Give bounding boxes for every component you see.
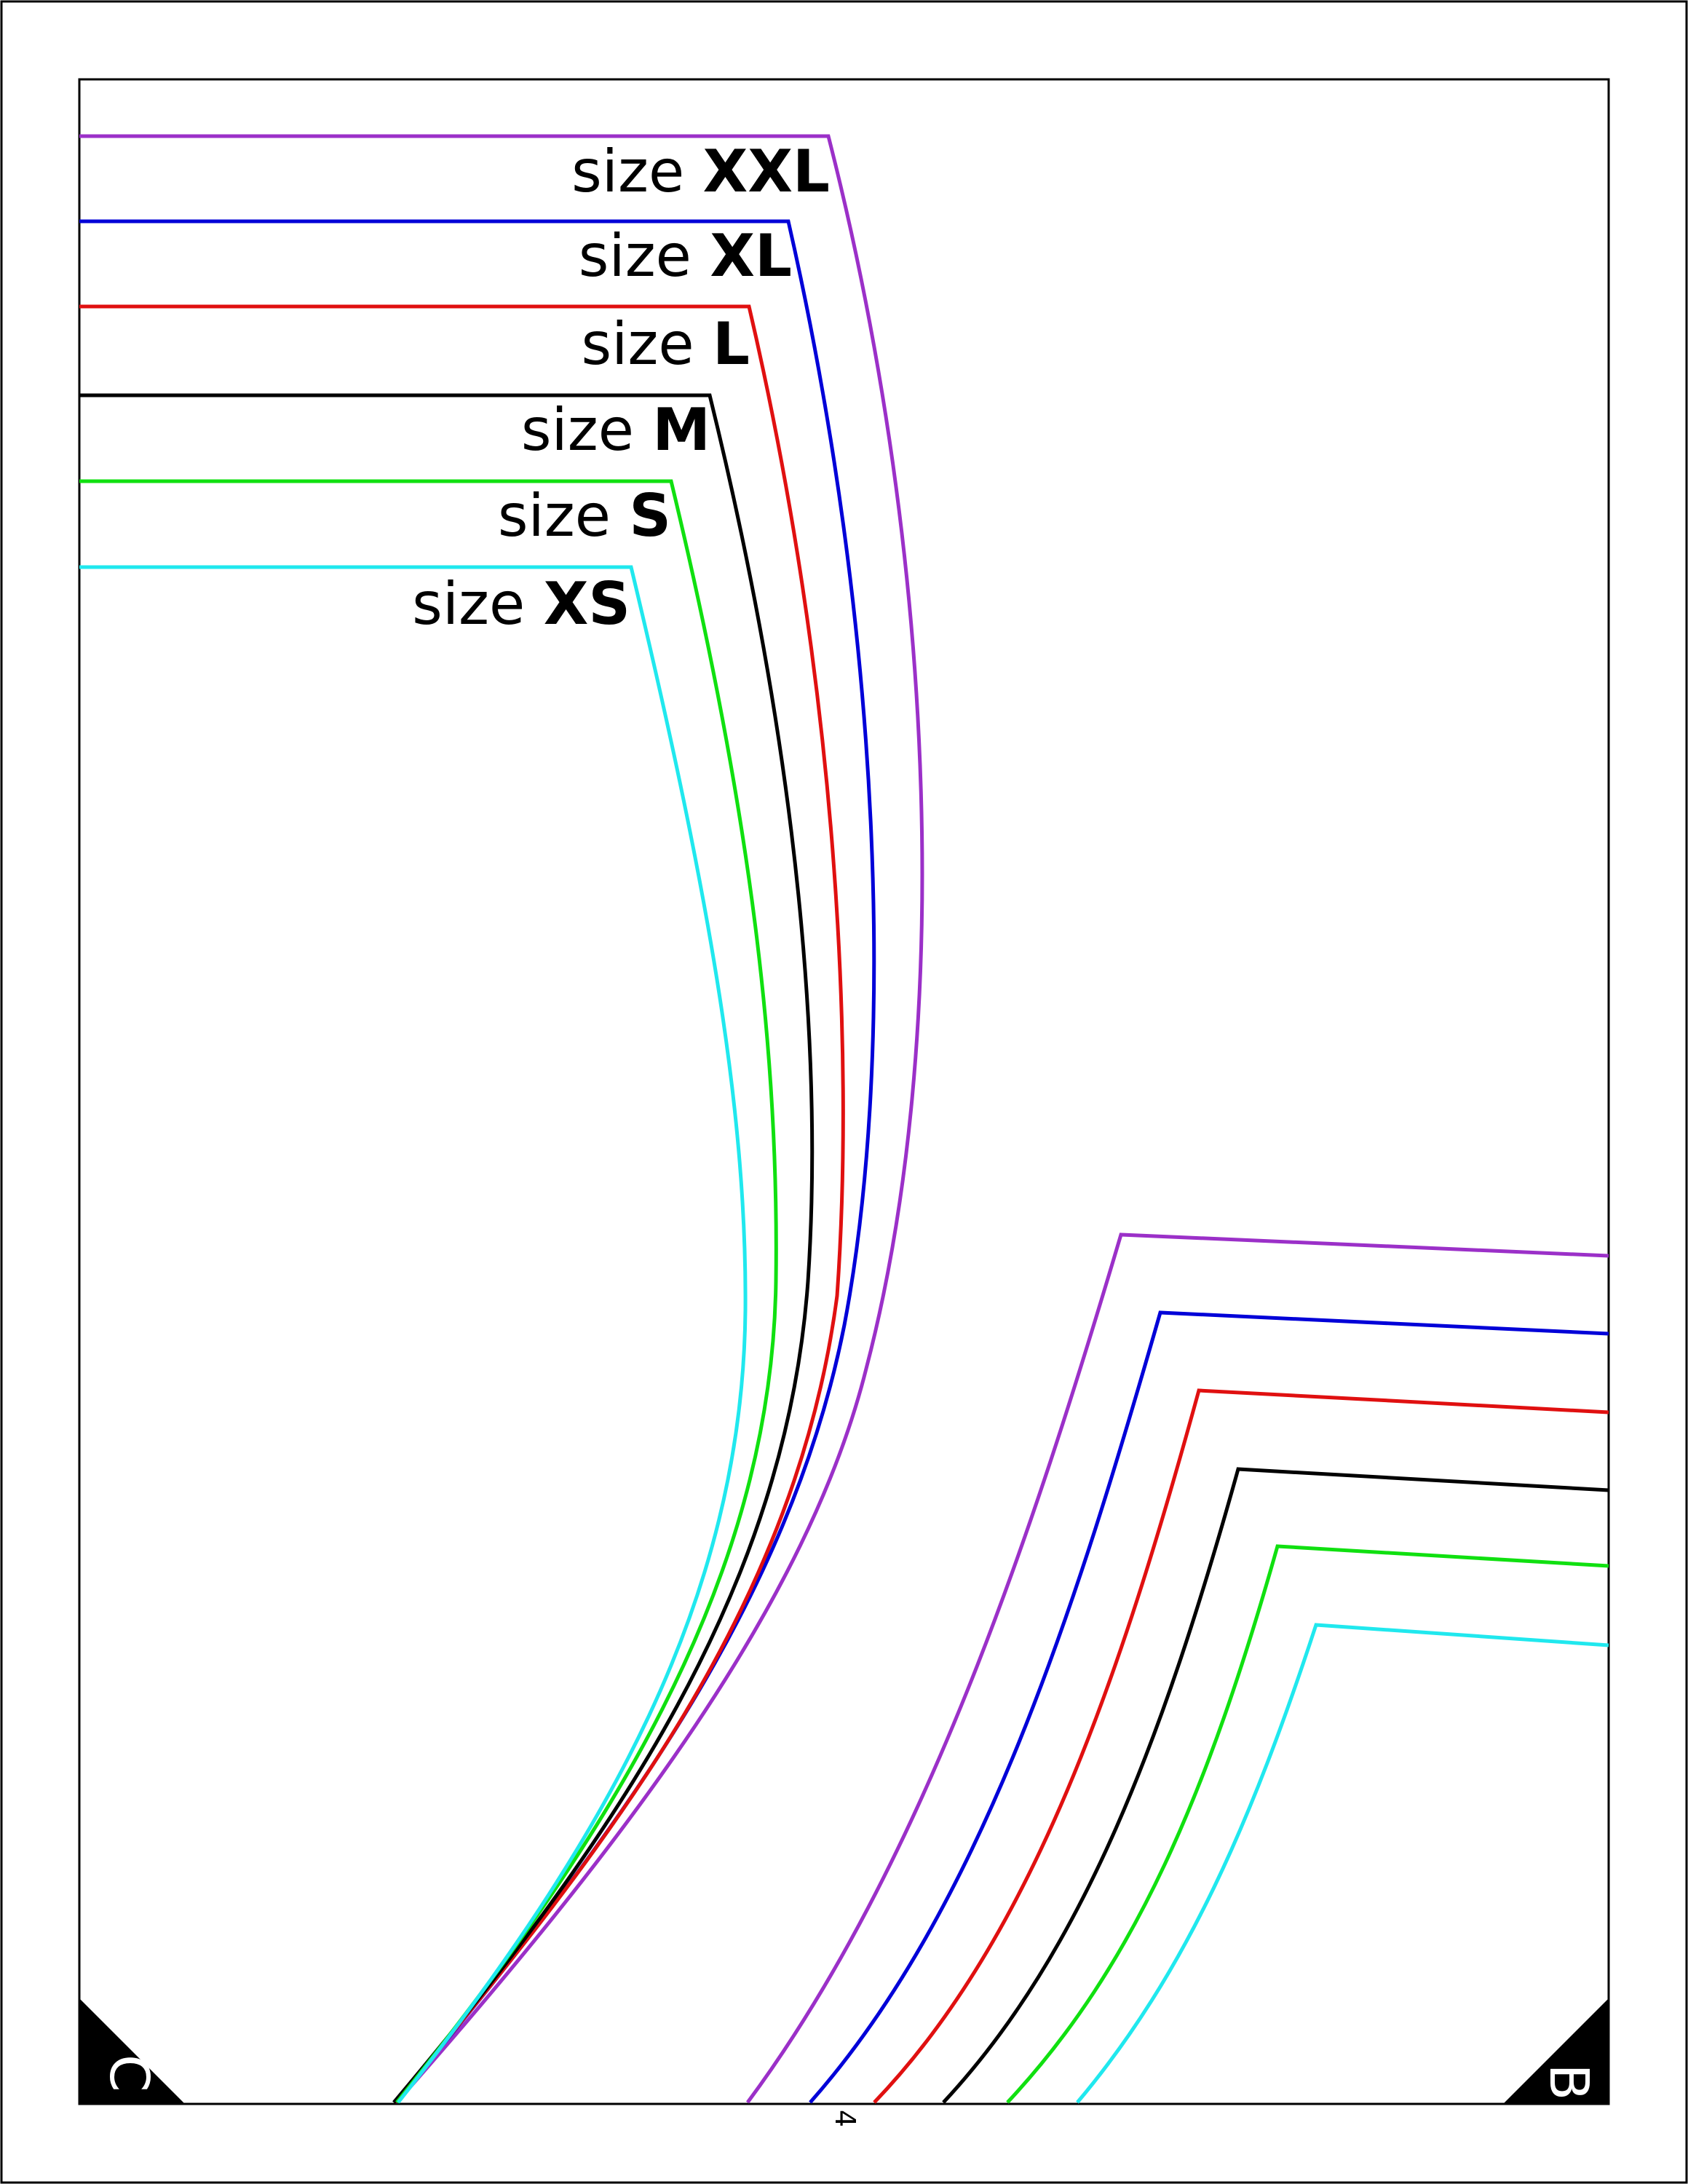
print-frame xyxy=(78,78,1610,2105)
neckline-curve-xxl xyxy=(79,134,924,2104)
corner-marker-right xyxy=(1503,1998,1609,2104)
corner-marker-left xyxy=(79,1998,185,2104)
armhole-curve-s xyxy=(1006,1544,1609,2104)
pattern-line-xs xyxy=(79,565,1609,2104)
corner-letter-left: C xyxy=(98,2054,160,2092)
armhole-curve-l xyxy=(873,1388,1609,2104)
size-label-s: size S xyxy=(498,482,671,550)
size-label-xs: size XS xyxy=(412,570,630,638)
pattern-line-l xyxy=(79,304,1609,2104)
size-label-l: size L xyxy=(581,310,750,378)
armhole-curve-xl xyxy=(809,1310,1609,2104)
pattern-line-xxl xyxy=(79,134,1609,2104)
neckline-curve-s xyxy=(79,479,778,2104)
size-label-xl: size XL xyxy=(579,222,792,290)
page-number: 4 xyxy=(829,2110,861,2127)
armhole-curve-xs xyxy=(1076,1623,1609,2104)
pattern-line-s xyxy=(79,479,1609,2104)
neckline-curve-m xyxy=(79,393,815,2104)
size-label-m: size M xyxy=(521,396,710,464)
neckline-curve-l xyxy=(79,304,845,2104)
corner-letter-right: B xyxy=(1537,2064,1600,2101)
armhole-curve-xxl xyxy=(745,1233,1609,2104)
size-label-xxl: size XXL xyxy=(571,138,830,205)
neckline-curve-xl xyxy=(79,219,876,2104)
armhole-curve-m xyxy=(942,1467,1609,2104)
neckline-curve-xs xyxy=(79,565,748,2104)
pattern-line-m xyxy=(79,393,1609,2104)
